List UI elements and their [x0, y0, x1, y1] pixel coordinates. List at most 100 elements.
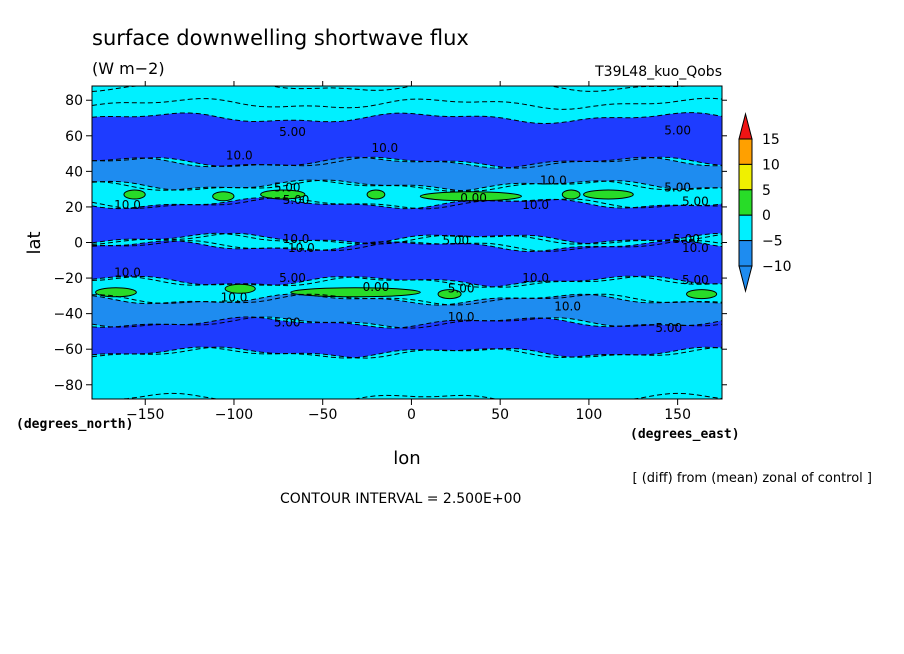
contour-line	[92, 156, 722, 169]
contour-line	[92, 197, 722, 210]
contour-line	[92, 112, 722, 125]
contour-line	[92, 97, 722, 110]
x-tick-label: 0	[407, 407, 416, 423]
contour-interval: CONTOUR INTERVAL = 2.500E+00	[280, 491, 521, 507]
positive-anomaly-patch	[123, 189, 146, 200]
y-tick-label: −20	[53, 271, 83, 287]
colorbar-swatch	[738, 163, 753, 191]
x-tick-label: −50	[308, 407, 338, 423]
contour-band	[92, 347, 722, 399]
colorbar-min-arrow	[738, 265, 753, 293]
colorbar-swatch	[738, 240, 753, 267]
contour-line	[92, 232, 722, 245]
contour-label: 0.00	[460, 191, 487, 205]
contour-label: 5.00	[682, 195, 709, 209]
contour-line	[92, 316, 722, 329]
contour-band	[92, 180, 722, 209]
colorbar: 15 10 5 0 −5 −10	[738, 112, 792, 293]
colorbar-swatch	[738, 138, 753, 165]
x-tick-label: 50	[491, 407, 509, 423]
contour-label: 5.00	[664, 123, 691, 137]
contour-line	[92, 179, 722, 192]
y-tick-label: −40	[53, 307, 83, 323]
colorbar-label: 0	[762, 208, 771, 224]
contour-label: 5.00	[283, 193, 310, 207]
contour-label: 5.00	[655, 321, 682, 335]
contour-line	[92, 156, 722, 169]
chart-title: surface downwelling shortwave flux	[92, 26, 469, 50]
x-tick-label: −150	[126, 407, 164, 423]
contour-label: 5.00	[442, 234, 469, 248]
contour-label: 10.0	[114, 266, 141, 280]
contour-label: 10.0	[522, 271, 549, 285]
contour-label: 5.00	[279, 125, 306, 139]
positive-anomaly-patch	[366, 189, 386, 200]
positive-anomaly-patch	[260, 189, 306, 200]
contour-line	[92, 179, 722, 192]
y-tick-label: 0	[74, 236, 83, 252]
colorbar-swatch	[738, 214, 753, 242]
colorbar-max-arrow	[738, 112, 753, 140]
contour-label: 5.00	[274, 180, 301, 194]
contour-lines	[92, 86, 722, 399]
contour-label: 0.00	[363, 280, 390, 294]
y-tick-label: −80	[53, 378, 83, 394]
positive-anomaly-patch	[583, 189, 634, 200]
positive-anomaly-patch	[224, 283, 256, 294]
positive-anomaly-patch	[95, 287, 137, 298]
colorbar-label: 10	[762, 157, 780, 173]
comparison-note: [ (diff) from (mean) zonal of control ]	[633, 471, 872, 486]
y-tick-label: 20	[65, 200, 83, 216]
contour-line	[92, 293, 722, 306]
contour-line	[92, 392, 722, 399]
x-axis-label: lon	[393, 448, 420, 469]
y-tick-label: 80	[65, 93, 83, 109]
contour-band	[92, 233, 722, 252]
run-subtitle: T39L48_kuo_Qobs	[594, 64, 722, 80]
contour-line	[92, 239, 722, 252]
x-tick-label: −100	[215, 407, 253, 423]
contour-label: 10.0	[522, 198, 549, 212]
contour-band	[92, 86, 722, 110]
contour-label: 5.00	[274, 316, 301, 330]
contour-label: 10.0	[540, 173, 567, 187]
contour-line	[92, 275, 722, 288]
contour-line	[92, 346, 722, 359]
contour-line	[92, 239, 722, 253]
chart-units: (W m−2)	[92, 59, 165, 78]
contour-band	[92, 294, 722, 329]
x-tick-label: 150	[664, 407, 691, 423]
contour-band	[92, 197, 722, 245]
contour-band	[92, 112, 722, 169]
contour-label: 5.00	[682, 273, 709, 287]
y-tick-label: 60	[65, 129, 83, 145]
y-tick-label: 40	[65, 164, 83, 180]
x-units-label: (degrees_east)	[630, 427, 740, 442]
positive-anomaly-patch	[437, 289, 462, 300]
contour-label: 10.0	[288, 241, 315, 255]
positive-anomaly-patch	[561, 189, 581, 200]
colorbar-label: 5	[762, 183, 771, 199]
y-units-label: (degrees_north)	[16, 417, 133, 432]
y-axis: 80 60 40 20 0 −20 −40 −60 −80	[53, 93, 727, 394]
contour-label: 10.0	[448, 310, 475, 324]
contour-label: 5.00	[448, 282, 475, 296]
x-tick-label: 100	[576, 407, 603, 423]
contour-label: 10.0	[554, 300, 581, 314]
y-axis-label: lat	[24, 231, 45, 254]
y-tick-label: −60	[53, 342, 83, 358]
contour-label: 5.00	[673, 232, 700, 246]
contour-label: 10.0	[371, 141, 398, 155]
positive-anomaly-patch	[686, 289, 718, 300]
contour-band	[92, 240, 722, 288]
positive-anomaly-patch	[212, 191, 235, 202]
contour-line	[92, 316, 722, 329]
contour-line	[92, 232, 722, 245]
contour-label: 5.00	[664, 180, 691, 194]
contour-label: 10.0	[221, 291, 248, 305]
contour-label: 10.0	[114, 198, 141, 212]
colorbar-label: −5	[762, 234, 783, 250]
contour-line	[92, 346, 722, 359]
